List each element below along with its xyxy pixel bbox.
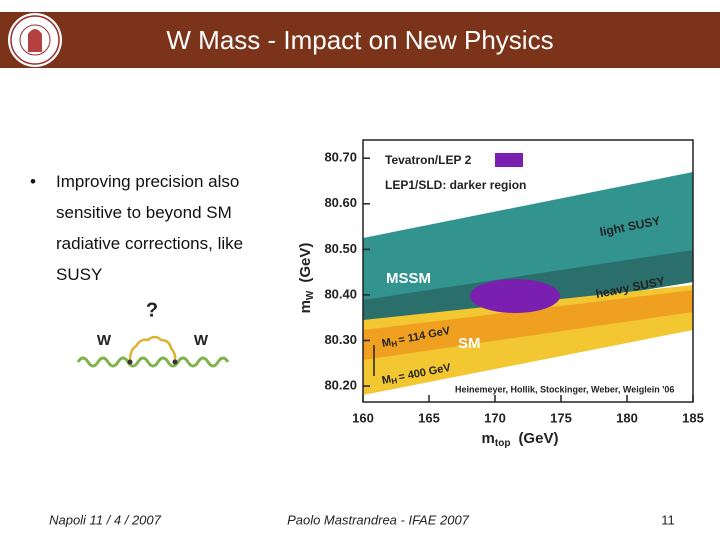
diagram-label: W (194, 332, 209, 349)
logo (8, 13, 62, 67)
diagram-question: ? (146, 299, 158, 321)
annotation: SM (458, 335, 481, 352)
plot-area (362, 139, 694, 403)
annotation: MSSM (386, 270, 431, 287)
y-axis-label: mW(GeV) (297, 243, 316, 314)
plot-frame (362, 139, 694, 403)
y-tick-label: 80.30 (324, 332, 357, 347)
bullet-dot: • (30, 172, 36, 191)
diagram-label: W (97, 332, 112, 349)
x-tick-label: 165 (418, 410, 440, 425)
x-tick-label: 180 (616, 410, 638, 425)
x-tick-label: 170 (484, 410, 506, 425)
measurement-ellipse (470, 279, 560, 313)
credit: Heinemeyer, Hollik, Stockinger, Weber, W… (455, 384, 674, 394)
x-tick-label: 160 (352, 410, 374, 425)
feynman-diagram: ? W W (76, 299, 230, 368)
y-tick-label: 80.70 (324, 150, 357, 165)
y-tick-label: 80.60 (324, 195, 357, 210)
page-number: 11 (661, 512, 675, 527)
x-tick-label: 185 (682, 410, 704, 425)
x-axis-label: mtop (GeV) (482, 430, 559, 449)
y-tick-label: 80.40 (324, 286, 357, 301)
legend-entry: Tevatron/LEP 2 (385, 153, 472, 167)
sm-dark-band (363, 290, 693, 360)
y-tick-label: 80.20 (324, 377, 357, 392)
bullet-text: Improving precision also sensitive to be… (56, 172, 244, 284)
bullet-item: • Improving precision also sensitive to b… (30, 166, 280, 290)
slide-title: W Mass - Impact on New Physics (166, 25, 553, 55)
footer-author: Paolo Mastrandrea - IFAE 2007 (287, 512, 470, 527)
legend-entry: LEP1/SLD: darker region (385, 178, 526, 192)
x-tick-label: 175 (550, 410, 572, 425)
footer-date: Napoli 11 / 4 / 2007 (49, 512, 162, 527)
header-bar (0, 12, 720, 68)
legend-swatch (495, 153, 523, 167)
y-tick-label: 80.50 (324, 241, 357, 256)
